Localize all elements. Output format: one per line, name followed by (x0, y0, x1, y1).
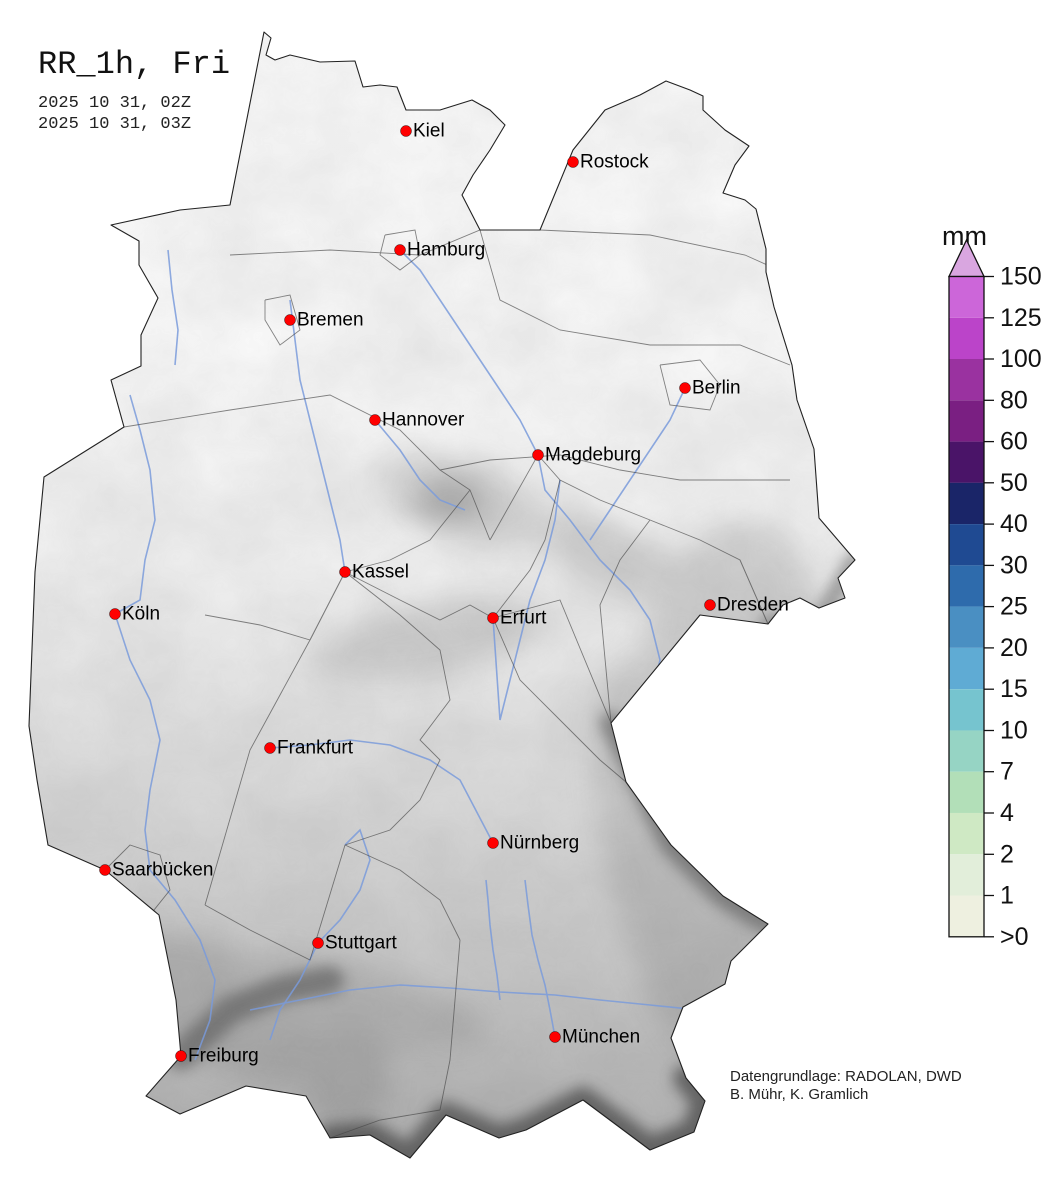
svg-text:Rostock: Rostock (580, 152, 649, 173)
svg-text:>0: >0 (1000, 923, 1029, 951)
svg-text:7: 7 (1000, 758, 1014, 786)
svg-text:Bremen: Bremen (297, 310, 364, 331)
svg-text:Nürnberg: Nürnberg (500, 833, 579, 854)
svg-text:50: 50 (1000, 469, 1028, 497)
svg-text:Dresden: Dresden (717, 595, 789, 616)
svg-text:10: 10 (1000, 717, 1028, 745)
svg-text:Stuttgart: Stuttgart (325, 933, 398, 954)
svg-text:80: 80 (1000, 386, 1028, 414)
svg-text:Köln: Köln (122, 604, 160, 625)
svg-text:4: 4 (1000, 799, 1014, 827)
svg-text:Kiel: Kiel (413, 121, 445, 142)
svg-text:125: 125 (1000, 304, 1042, 332)
svg-text:100: 100 (1000, 345, 1042, 373)
svg-text:Hamburg: Hamburg (407, 240, 485, 261)
svg-text:20: 20 (1000, 634, 1028, 662)
svg-text:Saarbücken: Saarbücken (112, 860, 213, 881)
svg-text:150: 150 (1000, 263, 1042, 291)
svg-text:30: 30 (1000, 551, 1028, 579)
svg-text:2: 2 (1000, 840, 1014, 868)
svg-text:München: München (562, 1027, 640, 1048)
svg-text:40: 40 (1000, 510, 1028, 538)
svg-text:Freiburg: Freiburg (188, 1046, 259, 1067)
svg-text:Erfurt: Erfurt (500, 608, 547, 629)
svg-text:25: 25 (1000, 593, 1028, 621)
svg-text:1: 1 (1000, 882, 1014, 910)
svg-text:Berlin: Berlin (692, 378, 741, 399)
svg-text:Frankfurt: Frankfurt (277, 738, 354, 759)
svg-text:60: 60 (1000, 428, 1028, 456)
svg-text:15: 15 (1000, 675, 1028, 703)
svg-text:Magdeburg: Magdeburg (545, 445, 641, 466)
svg-text:Kassel: Kassel (352, 562, 409, 583)
svg-text:Hannover: Hannover (382, 410, 465, 431)
